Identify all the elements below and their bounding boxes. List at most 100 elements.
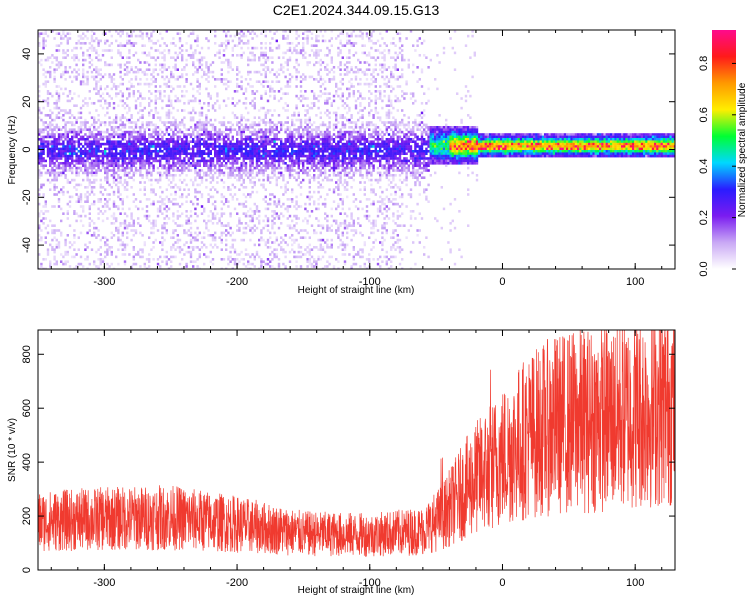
spectrogram-cell <box>167 154 171 158</box>
spectrogram-cell <box>106 128 109 131</box>
spectrogram-cell <box>88 171 91 175</box>
spectrogram-cell <box>174 222 177 225</box>
spectrogram-cell <box>128 34 131 38</box>
spectrogram-cell <box>53 186 56 189</box>
spectrogram-cell <box>123 246 127 249</box>
spectrogram-cell <box>200 106 204 110</box>
spectrogram-cell <box>42 138 45 141</box>
spectrogram-cell <box>75 219 78 223</box>
spectrogram-cell <box>174 142 177 146</box>
spectrogram-cell <box>106 157 109 160</box>
spectrogram-cell <box>75 154 78 158</box>
spectrogram-cell <box>328 130 331 134</box>
spectrogram-cell <box>150 190 153 194</box>
spectrogram-cell <box>341 222 344 225</box>
spectrogram-cell <box>271 68 274 71</box>
spectrogram-cell <box>321 135 325 139</box>
spectrogram-cell <box>137 70 140 74</box>
spectrogram-cell <box>308 186 311 189</box>
spectrogram-cell <box>115 178 118 182</box>
spectrogram-cell <box>123 260 127 263</box>
spectrogram-cell <box>165 260 168 263</box>
spectrogram-cell <box>262 118 265 122</box>
spectrogram-cell <box>277 159 281 163</box>
spectrogram-cell <box>38 226 41 230</box>
spectrogram-cell <box>339 140 342 143</box>
spectrogram-cell <box>139 166 142 170</box>
spectrogram-cell <box>119 66 122 69</box>
spectrogram-cell <box>260 63 263 67</box>
spectrogram-cell <box>260 166 263 170</box>
spectrogram-cell <box>214 207 217 211</box>
spectrogram-cell <box>315 176 318 179</box>
spectrogram-cell <box>104 255 107 259</box>
spectrogram-cell <box>286 150 289 153</box>
spectrogram-cell <box>62 150 65 153</box>
spectrogram-cell <box>313 200 316 203</box>
spectrogram-cell <box>286 80 289 83</box>
spectrogram-cell <box>66 181 69 184</box>
spectrogram-cell <box>172 121 175 124</box>
spectrogram-cell <box>154 224 157 227</box>
spectrogram-cell <box>324 99 327 103</box>
spectrogram-cell <box>264 159 267 163</box>
spectrogram-cell <box>282 159 285 163</box>
spectrogram-cell <box>315 217 318 220</box>
spectrogram-cell <box>273 138 276 141</box>
spectrogram-cell <box>161 224 164 227</box>
spectrogram-cell <box>308 133 311 136</box>
spectrogram-cell <box>313 174 316 177</box>
spectrogram-cell <box>134 169 138 172</box>
spectrogram-cell <box>79 80 83 83</box>
spectrogram-cell <box>156 138 160 141</box>
spectrogram-cell <box>154 90 157 93</box>
spectrogram-cell <box>308 236 311 239</box>
spectrogram-cell <box>321 171 325 175</box>
spectrogram-cell <box>62 126 65 129</box>
spectrogram-cell <box>71 138 74 141</box>
spectrogram-cell <box>198 255 201 259</box>
spectrogram-cell <box>88 178 91 182</box>
spectrogram-cell <box>53 176 56 179</box>
spectrogram-cell <box>99 190 102 194</box>
spectrogram-cell <box>247 135 250 139</box>
spectrogram-cell <box>240 202 243 206</box>
spectrogram-cell <box>324 68 327 71</box>
spectrogram-cell <box>260 46 263 50</box>
spectrogram-cell <box>123 174 127 177</box>
spectrogram-cell <box>152 224 155 227</box>
spectrogram-cell <box>198 51 201 55</box>
spectrogram-cell <box>148 154 151 158</box>
spectrogram-cell <box>291 188 294 191</box>
spectrogram-cell <box>112 164 116 167</box>
spectrogram-cell <box>119 75 122 79</box>
spectrogram-cell <box>192 147 195 151</box>
spectrogram-cell <box>240 150 243 153</box>
spectrogram-cell <box>53 75 56 79</box>
spectrogram-cell <box>128 51 131 55</box>
spectrogram-cell <box>73 140 76 143</box>
spectrogram-cell <box>258 164 261 167</box>
spectrogram-cell <box>62 135 65 139</box>
spectrogram-cell <box>110 121 113 124</box>
spectrogram-cell <box>286 135 289 139</box>
spectrogram-cell <box>64 243 67 247</box>
spectrogram-cell <box>187 111 190 115</box>
spectrogram-cell <box>310 106 314 110</box>
spectrogram-cell <box>291 243 294 247</box>
spectrogram-cell <box>159 195 162 199</box>
spectrogram-cell <box>297 42 300 45</box>
spectrogram-cell <box>159 267 162 269</box>
spectrogram-cell <box>121 99 124 103</box>
spectrogram-cell <box>302 54 305 57</box>
spectrogram-cell <box>53 157 56 160</box>
spectrogram-cell <box>240 147 243 151</box>
spectrogram-cell <box>119 30 122 33</box>
spectrogram-cell <box>229 214 232 218</box>
spectrogram-cell <box>337 171 340 175</box>
spectrogram-cell <box>216 133 219 136</box>
spectrogram-cell <box>165 229 168 232</box>
spectrogram-cell <box>240 75 243 79</box>
spectrogram-cell <box>178 135 182 139</box>
spectrogram-cell <box>203 102 206 105</box>
